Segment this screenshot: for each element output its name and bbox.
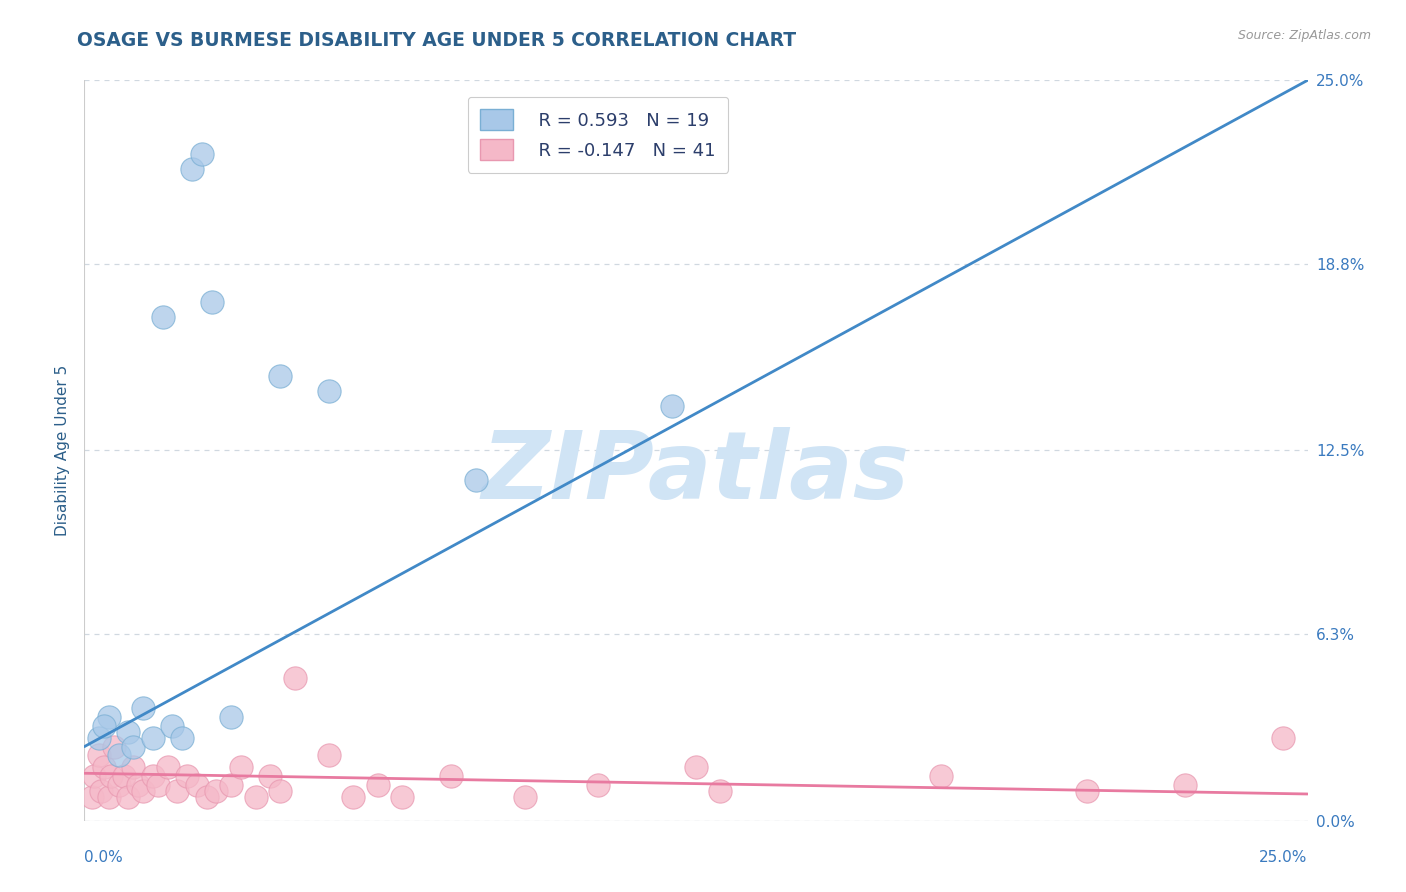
Point (661, 399, 683, 413)
Point (107, 748, 129, 763)
Point (1076, 784, 1098, 798)
Point (200, 295, 222, 310)
Point (87, 731, 110, 745)
Point (162, 719, 184, 733)
Point (90, 784, 112, 798)
Point (391, 789, 413, 804)
Point (97, 710, 120, 724)
Point (318, 748, 340, 763)
Point (172, 731, 194, 745)
Text: OSAGE VS BURMESE DISABILITY AGE UNDER 5 CORRELATION CHART: OSAGE VS BURMESE DISABILITY AGE UNDER 5 … (77, 31, 796, 50)
Point (87, 748, 110, 763)
Point (146, 778, 169, 792)
Point (93, 719, 115, 733)
Point (367, 778, 389, 792)
Point (259, 769, 281, 783)
Point (142, 769, 165, 783)
Point (112, 769, 135, 783)
Point (219, 778, 242, 792)
Point (127, 778, 149, 792)
Point (142, 731, 165, 745)
Point (80, 789, 103, 804)
Point (152, 310, 174, 325)
Point (284, 672, 307, 686)
Point (269, 784, 291, 798)
Point (229, 760, 252, 774)
Point (709, 784, 731, 798)
Point (93, 760, 115, 774)
Point (166, 784, 188, 798)
Point (103, 739, 125, 754)
Point (191, 147, 214, 161)
Point (318, 384, 340, 399)
Y-axis label: Disability Age Under 5: Disability Age Under 5 (55, 365, 70, 536)
Point (245, 789, 267, 804)
Point (342, 789, 364, 804)
Point (685, 760, 707, 774)
Point (100, 769, 122, 783)
Point (132, 784, 155, 798)
Text: ZIPatlas: ZIPatlas (482, 426, 910, 518)
Text: 25.0%: 25.0% (1260, 850, 1308, 865)
Point (117, 724, 139, 739)
Point (513, 789, 536, 804)
Point (156, 760, 179, 774)
Point (97, 789, 120, 804)
Point (117, 789, 139, 804)
Text: 0.0%: 0.0% (84, 850, 124, 865)
Point (107, 778, 129, 792)
Point (440, 769, 463, 783)
Point (1174, 778, 1197, 792)
Point (464, 473, 486, 487)
Point (132, 701, 155, 715)
Point (83, 769, 105, 783)
Point (181, 162, 204, 177)
Point (269, 369, 291, 384)
Point (219, 710, 242, 724)
Point (205, 784, 228, 798)
Legend:   R = 0.593   N = 19,   R = -0.147   N = 41: R = 0.593 N = 19, R = -0.147 N = 41 (468, 96, 728, 173)
Point (929, 769, 952, 783)
Point (122, 760, 145, 774)
Point (122, 739, 145, 754)
Point (1272, 731, 1295, 745)
Point (186, 778, 208, 792)
Text: Source: ZipAtlas.com: Source: ZipAtlas.com (1237, 29, 1371, 42)
Point (195, 789, 218, 804)
Point (586, 778, 609, 792)
Point (176, 769, 198, 783)
